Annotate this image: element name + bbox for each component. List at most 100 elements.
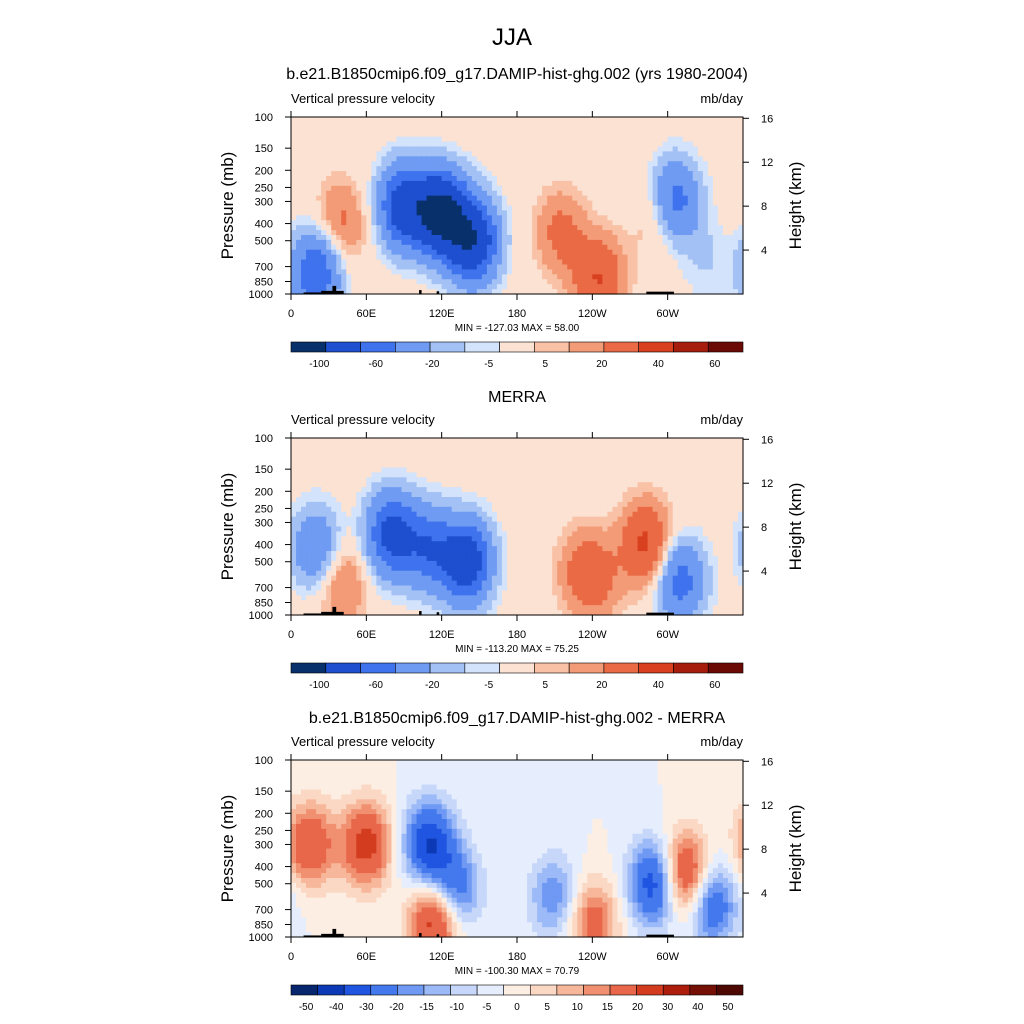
- heatmap-cell: [532, 180, 538, 187]
- heatmap-cell: [522, 526, 528, 533]
- heatmap-cell: [501, 264, 508, 271]
- heatmap-cell: [607, 210, 614, 216]
- heatmap-cell: [416, 264, 423, 271]
- heatmap-cell: [396, 161, 403, 167]
- heatmap-cell: [702, 215, 709, 221]
- heatmap-cell: [667, 269, 674, 275]
- heatmap-cell: [486, 239, 493, 246]
- heatmap-cell: [491, 477, 498, 483]
- heatmap-cell: [697, 156, 704, 162]
- heatmap-cell: [702, 438, 709, 444]
- heatmap-cell: [441, 259, 448, 266]
- heatmap-cell: [491, 180, 498, 187]
- heatmap-cell: [567, 472, 573, 478]
- heatmap-cell: [366, 180, 372, 187]
- heatmap-cell: [481, 492, 488, 498]
- heatmap-cell: [291, 457, 297, 464]
- heatmap-cell: [517, 472, 523, 478]
- heatmap-cell: [366, 190, 372, 197]
- heatmap-cell: [732, 497, 739, 503]
- heatmap-cell: [542, 259, 548, 266]
- heatmap-cell: [456, 269, 463, 275]
- heatmap-cell: [431, 200, 438, 207]
- heatmap-cell: [346, 269, 352, 275]
- heatmap-cell: [662, 131, 669, 138]
- heatmap-cell: [662, 141, 669, 148]
- heatmap-cell: [587, 230, 593, 236]
- heatmap-cell: [321, 235, 327, 241]
- heatmap-cell: [612, 131, 619, 138]
- heatmap-cell: [677, 205, 684, 212]
- heatmap-cell: [476, 249, 483, 256]
- heatmap-cell: [717, 166, 724, 172]
- heatmap-cell: [647, 141, 654, 148]
- heatmap-cell: [316, 249, 322, 256]
- heatmap-cell: [707, 289, 714, 295]
- heatmap-cell: [446, 259, 453, 266]
- heatmap-cell: [712, 171, 719, 177]
- heatmap-cell: [426, 482, 433, 488]
- heatmap-cell: [657, 482, 664, 488]
- heatmap-cell: [316, 511, 322, 518]
- heatmap-cell: [401, 215, 408, 221]
- heatmap-cell: [692, 235, 699, 241]
- heatmap-cell: [707, 482, 714, 488]
- heatmap-cell: [697, 235, 704, 241]
- heatmap-cell: [291, 220, 297, 226]
- heatmap-cell: [356, 279, 362, 285]
- heatmap-cell: [687, 225, 694, 231]
- heatmap-cell: [702, 442, 709, 449]
- heatmap-cell: [451, 161, 458, 167]
- heatmap-cell: [511, 146, 518, 153]
- heatmap-cell: [391, 462, 398, 469]
- heatmap-cell: [476, 117, 483, 123]
- heatmap-cell: [667, 516, 674, 523]
- heatmap-cell: [732, 220, 739, 226]
- heatmap-cell: [632, 487, 639, 493]
- heatmap-cell: [547, 447, 553, 454]
- heatmap-cell: [296, 171, 302, 177]
- heatmap-cell: [316, 200, 322, 207]
- heatmap-cell: [577, 225, 583, 231]
- heatmap-cell: [391, 516, 398, 523]
- colorbar-swatch: [360, 341, 396, 353]
- heatmap-cell: [737, 274, 744, 280]
- heatmap-cell: [552, 220, 558, 226]
- x-tick-label: 180: [508, 308, 526, 320]
- heatmap-cell: [537, 210, 543, 216]
- heatmap-cell: [667, 457, 674, 464]
- heatmap-cell: [617, 477, 624, 483]
- heatmap-cell: [346, 117, 352, 123]
- heatmap-cell: [542, 126, 548, 133]
- heatmap-cell: [657, 136, 664, 143]
- heatmap-cell: [602, 452, 608, 459]
- heatmap-cell: [321, 117, 327, 123]
- heatmap-cell: [331, 249, 337, 256]
- heatmap-cell: [496, 156, 503, 162]
- heatmap-cell: [386, 136, 393, 143]
- heatmap-cell: [311, 438, 317, 444]
- heatmap-cell: [446, 225, 453, 231]
- heatmap-cell: [481, 526, 488, 533]
- heatmap-cell: [381, 477, 388, 483]
- heatmap-cell: [421, 472, 428, 478]
- heatmap-cell: [557, 269, 563, 275]
- heatmap-cell: [361, 492, 367, 498]
- heatmap-cell: [431, 487, 438, 493]
- heatmap-cell: [426, 452, 433, 459]
- heatmap-cell: [396, 171, 403, 177]
- heatmap-cell: [697, 462, 704, 469]
- heatmap-cell: [361, 176, 367, 182]
- heatmap-cell: [652, 279, 659, 285]
- heatmap-cell: [471, 249, 478, 256]
- heatmap-cell: [522, 166, 528, 172]
- heatmap-cell: [391, 279, 398, 285]
- heatmap-cell: [522, 462, 528, 469]
- heatmap-cell: [321, 161, 327, 167]
- heatmap-cell: [476, 438, 483, 444]
- heatmap-cell: [587, 141, 593, 148]
- heatmap-cell: [406, 121, 413, 128]
- heatmap-cell: [567, 230, 573, 236]
- heatmap-cell: [376, 279, 382, 285]
- heatmap-cell: [361, 121, 367, 128]
